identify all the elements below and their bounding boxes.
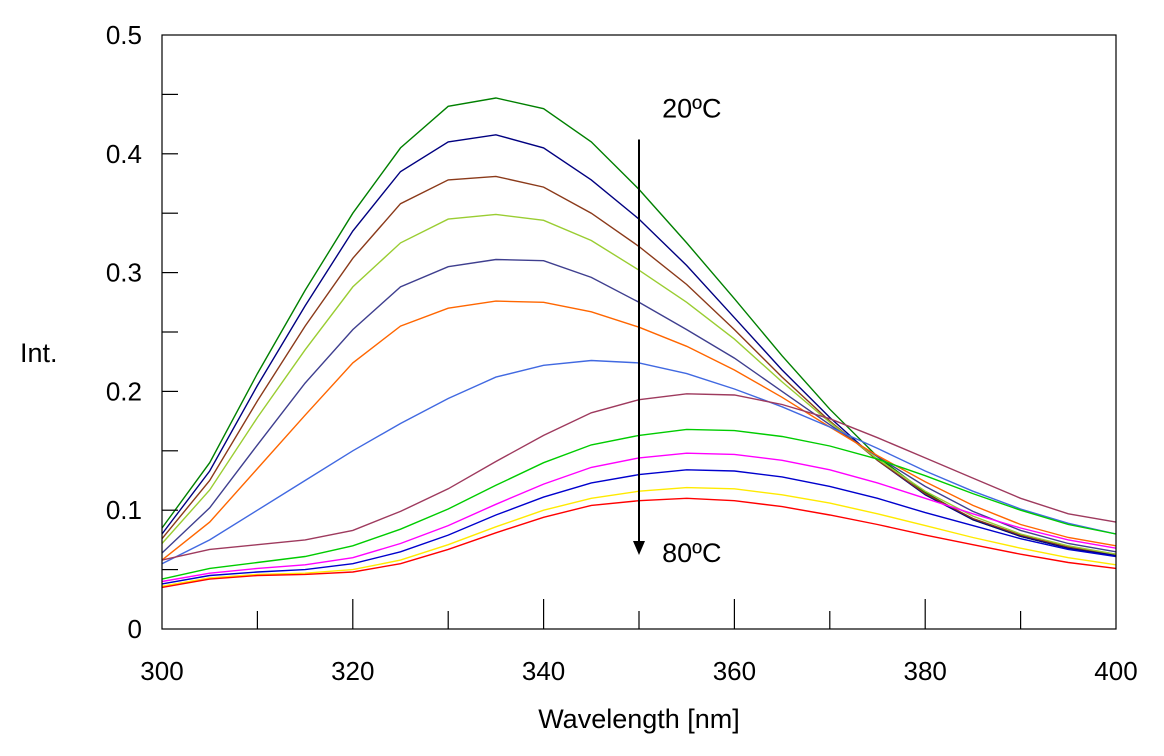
- x-tick-labels: 300 320 340 360 380 400: [140, 656, 1137, 686]
- y-tick-label: 0.2: [106, 376, 142, 406]
- x-tick-label: 300: [140, 656, 183, 686]
- x-tick-label: 360: [713, 656, 756, 686]
- y-tick-label: 0.4: [106, 139, 142, 169]
- y-tick-label: 0: [128, 614, 142, 644]
- ticks-layer: [162, 93, 1022, 629]
- y-tick-labels: 0 0.1 0.2 0.3 0.4 0.5: [106, 20, 142, 644]
- y-tick-label: 0.1: [106, 495, 142, 525]
- x-tick-label: 380: [904, 656, 947, 686]
- x-tick-label: 320: [331, 656, 374, 686]
- annotation-20c: 20ºC: [662, 94, 721, 124]
- x-axis-label: Wavelength [nm]: [538, 704, 740, 734]
- x-tick-label: 400: [1094, 656, 1137, 686]
- y-axis-label: Int.: [20, 338, 58, 368]
- temperature-arrow-head: [633, 540, 645, 555]
- x-tick-label: 340: [522, 656, 565, 686]
- y-tick-label: 0.3: [106, 258, 142, 288]
- annotation-80c: 80ºC: [662, 538, 721, 568]
- plot-frame: [161, 34, 1117, 630]
- y-tick-label: 0.5: [106, 20, 142, 50]
- annotation-layer: 20ºC 80ºC: [633, 94, 721, 568]
